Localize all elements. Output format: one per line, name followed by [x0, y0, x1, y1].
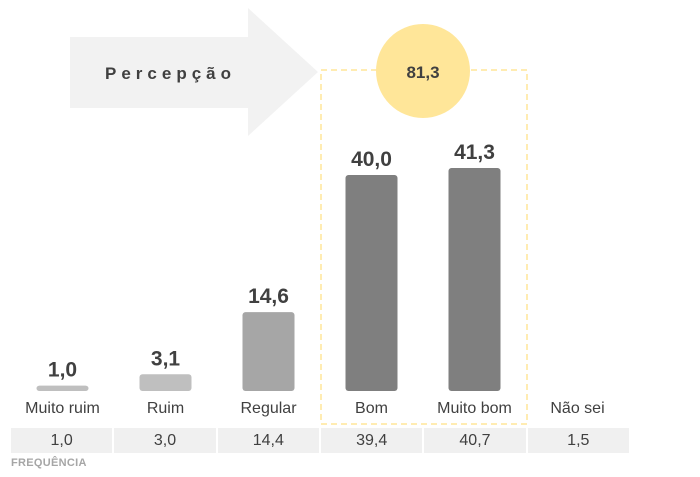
bar-muito-bom: [448, 167, 501, 391]
chart: Percepção 81,3 1,0 Muito ruim 3,1 Ruim 14,6 R…: [25, 8, 605, 425]
bar-regular: [242, 312, 295, 391]
category-label: Ruim: [147, 400, 184, 417]
frequency-label: FREQUÊNCIA: [11, 457, 87, 469]
highlight-circle: [376, 24, 470, 118]
arrow-label: Percepção: [105, 64, 236, 83]
bar-value-label: 3,1: [151, 347, 181, 370]
bar-value-label: 40,0: [351, 148, 392, 171]
bar-ruim: [139, 374, 192, 391]
frequency-cell: 14,4: [217, 428, 319, 453]
frequency-cell: 1,5: [527, 428, 629, 453]
category-label: Não sei: [550, 400, 604, 417]
frequency-cell: 3,0: [114, 428, 216, 453]
frequency-row: 1,0 3,0 14,4 39,4 40,7 1,5: [11, 428, 629, 453]
bar-muito-ruim: [36, 385, 89, 391]
bars-group: 1,0 Muito ruim 3,1 Ruim 14,6 Regular 40,0 Bom 41…: [25, 141, 604, 417]
bar-bom: [345, 175, 398, 391]
arrow-icon: [70, 8, 318, 136]
highlight-total: 81,3: [406, 63, 439, 82]
category-label: Muito ruim: [25, 400, 100, 417]
category-label: Regular: [240, 400, 297, 417]
frequency-cell: 1,0: [11, 428, 113, 453]
category-label: Bom: [355, 400, 388, 417]
frequency-cell: 40,7: [424, 428, 526, 453]
bar-value-label: 1,0: [48, 359, 77, 382]
frequency-cell: 39,4: [320, 428, 423, 453]
bar-value-label: 14,6: [248, 285, 289, 308]
category-label: Muito bom: [437, 400, 512, 417]
bar-value-label: 41,3: [454, 141, 495, 164]
arrow-shape: Percepção: [70, 8, 318, 136]
